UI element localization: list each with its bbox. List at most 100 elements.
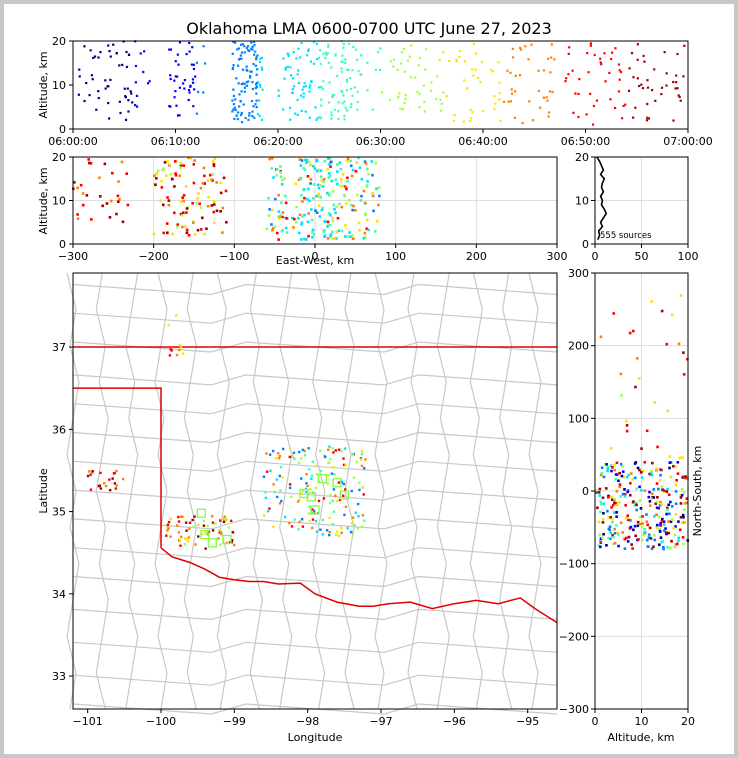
time-height-point: [324, 51, 327, 54]
north-south-point: [636, 520, 640, 524]
north-south-point: [658, 543, 661, 547]
time-height-point: [118, 64, 121, 67]
east-west-point: [103, 162, 107, 166]
east-west-point: [208, 173, 212, 177]
plan-view-point: [290, 525, 294, 528]
time-height-point: [346, 68, 349, 72]
north-south-point: [615, 524, 618, 527]
plan-view-point: [115, 469, 118, 473]
north-south-point: [650, 300, 653, 303]
plan-view-point: [310, 477, 313, 480]
east-west-point: [109, 199, 113, 203]
time-height-point: [317, 86, 321, 89]
time-height-point: [255, 56, 258, 59]
time-height-point: [123, 87, 126, 90]
time-height-point: [236, 64, 240, 67]
time-height-point: [188, 50, 191, 53]
time-height-point: [511, 47, 514, 50]
east-west-point: [370, 160, 374, 163]
time-height-point: [115, 52, 118, 55]
time-height-point: [243, 51, 246, 54]
plan-view-point: [334, 449, 338, 452]
county-line: [72, 374, 558, 386]
histogram-ytick-label: 10: [575, 195, 589, 208]
time-height-point: [130, 92, 133, 95]
time-height-point: [470, 117, 473, 120]
plan-view-point: [177, 531, 180, 534]
time-height-point: [187, 98, 190, 102]
east-west-point: [272, 176, 275, 179]
plan-view-point: [311, 460, 315, 464]
east-west-point: [159, 199, 162, 202]
time-height-point: [202, 45, 205, 48]
plan-view-point: [326, 482, 330, 485]
time-height-point: [665, 72, 668, 75]
north-south-point: [617, 500, 621, 504]
time-height-point: [235, 77, 238, 80]
north-south-point: [648, 500, 652, 503]
north-south-point: [664, 531, 668, 534]
time-height-point: [506, 69, 509, 72]
time-height-point: [121, 63, 124, 67]
time-height-point: [398, 92, 401, 95]
time-height-point: [600, 63, 603, 66]
plan-view-point: [175, 353, 179, 357]
north-south-point: [620, 474, 624, 478]
east-west-point: [196, 197, 200, 200]
east-west-point: [349, 235, 352, 239]
north-south-point: [655, 469, 658, 472]
east-west-point: [297, 216, 300, 220]
north-south-point: [659, 522, 662, 525]
plan-view-point: [360, 452, 364, 456]
plan-view-point: [104, 484, 108, 488]
time-height-point: [619, 70, 623, 74]
time-height-point: [232, 103, 236, 106]
time-height-point: [242, 103, 245, 106]
time-height-point: [290, 74, 293, 77]
east-west-point: [341, 184, 345, 188]
plan-view-point: [225, 517, 228, 521]
east-west-xtick-label: 0: [312, 250, 319, 263]
time-height-point: [296, 98, 299, 102]
time-height-point: [129, 90, 132, 93]
east-west-point: [156, 169, 160, 173]
east-west-point: [331, 219, 335, 223]
east-west-point: [81, 192, 85, 195]
east-west-point: [181, 225, 184, 229]
time-height-point: [126, 87, 129, 90]
plan-view-ytick-label: 36: [52, 423, 66, 436]
time-height-point: [297, 69, 300, 72]
north-south-point: [656, 495, 659, 499]
plan-view-point: [278, 454, 282, 458]
time-height-point: [169, 48, 173, 51]
plan-view-point: [357, 515, 360, 518]
time-height-point: [256, 112, 260, 116]
plan-view-point: [317, 479, 321, 483]
time-height-point: [178, 41, 182, 44]
east-west-point: [193, 159, 196, 162]
east-west-point: [322, 177, 326, 181]
time-height-point: [283, 77, 286, 80]
plan-view-point: [272, 449, 275, 453]
plan-view-point: [322, 497, 326, 500]
time-height-point: [660, 93, 663, 96]
east-west-point: [219, 210, 222, 213]
plan-view-point: [297, 461, 301, 465]
east-west-point: [331, 216, 334, 220]
east-west-point: [126, 203, 130, 207]
plan-view-point: [177, 348, 181, 352]
east-west-point: [312, 196, 315, 200]
east-west-point: [152, 174, 156, 178]
plan-view-point: [315, 530, 319, 533]
time-height-point: [617, 90, 620, 93]
north-south-point: [685, 501, 688, 505]
north-south-point: [601, 521, 605, 524]
plan-view-point: [268, 453, 272, 456]
east-west-point: [284, 201, 288, 205]
east-west-point: [336, 182, 339, 186]
east-west-point: [362, 236, 366, 240]
county-line: [66, 272, 80, 710]
east-west-point: [108, 215, 112, 219]
north-south-point: [615, 515, 618, 519]
time-height-point: [342, 94, 345, 97]
